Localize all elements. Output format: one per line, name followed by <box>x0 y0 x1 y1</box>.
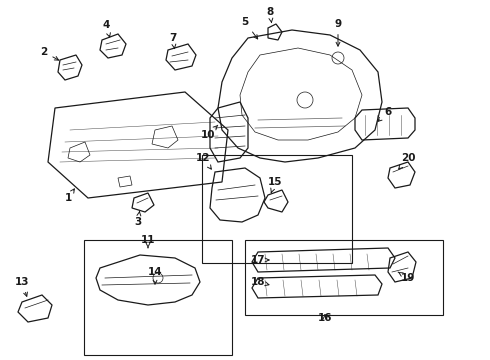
Text: 5: 5 <box>242 17 258 39</box>
Text: 9: 9 <box>335 19 342 46</box>
Text: 7: 7 <box>170 33 177 49</box>
Text: 6: 6 <box>378 107 392 121</box>
Text: 8: 8 <box>267 7 273 23</box>
Bar <box>202 155 352 263</box>
Text: 16: 16 <box>318 313 332 323</box>
Text: 3: 3 <box>134 211 142 227</box>
Text: 12: 12 <box>196 153 211 169</box>
Text: 15: 15 <box>268 177 282 193</box>
Text: 20: 20 <box>399 153 415 169</box>
Text: 18: 18 <box>251 277 269 287</box>
Text: 17: 17 <box>251 255 269 265</box>
Bar <box>84 240 232 355</box>
Text: 2: 2 <box>40 47 59 60</box>
Text: 11: 11 <box>141 235 155 248</box>
Text: 14: 14 <box>147 267 162 284</box>
Text: 1: 1 <box>64 189 74 203</box>
Text: 4: 4 <box>102 20 110 37</box>
Text: 10: 10 <box>201 125 218 140</box>
Text: 13: 13 <box>15 277 29 296</box>
Text: 19: 19 <box>398 272 415 283</box>
Bar <box>245 240 443 315</box>
